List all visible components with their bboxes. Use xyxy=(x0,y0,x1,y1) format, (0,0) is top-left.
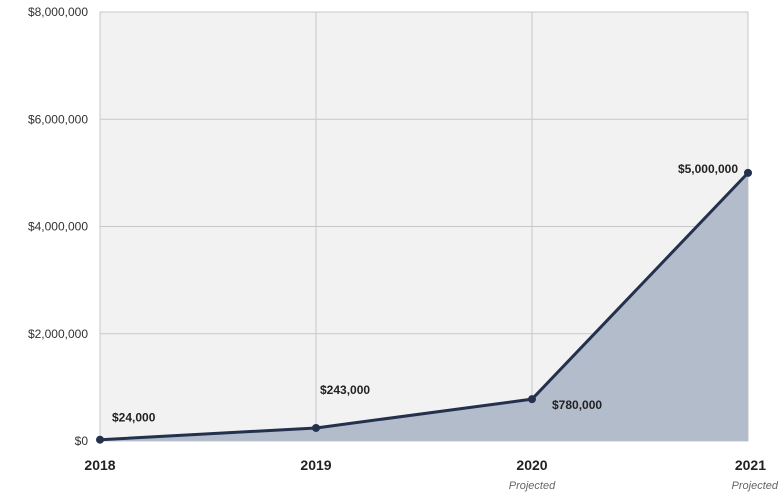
data-label: $5,000,000 xyxy=(678,162,738,176)
x-tick-label: 2019 xyxy=(300,457,331,473)
data-point-2020 xyxy=(528,395,536,404)
data-points xyxy=(96,168,752,444)
data-point-2021 xyxy=(744,168,752,177)
data-point-2018 xyxy=(96,435,104,444)
x-axis-ticks: 2018 2019 2020 Projected 2021 Projected xyxy=(84,457,778,492)
y-tick-label: $8,000,000 xyxy=(28,5,88,19)
x-tick-label: 2020 xyxy=(516,457,547,473)
y-tick-label: $2,000,000 xyxy=(28,327,88,341)
series-line xyxy=(99,171,750,442)
y-tick-label: $4,000,000 xyxy=(28,220,88,234)
data-point-2019 xyxy=(312,423,320,432)
data-label: $24,000 xyxy=(112,411,156,425)
x-tick-label: 2021 xyxy=(735,457,766,473)
y-tick-label: $6,000,000 xyxy=(28,112,88,126)
area-fill xyxy=(100,172,748,441)
y-tick-label: $0 xyxy=(75,434,89,448)
x-tick-note: Projected xyxy=(509,480,556,492)
data-labels: $24,000 $243,000 $780,000 $5,000,000 xyxy=(112,162,738,425)
x-tick-label: 2018 xyxy=(84,457,115,473)
y-axis-ticks: $0 $2,000,000 $4,000,000 $6,000,000 $8,000,0… xyxy=(28,5,88,448)
x-tick-note: Projected xyxy=(732,480,778,492)
data-label: $243,000 xyxy=(320,383,370,397)
data-label: $780,000 xyxy=(552,398,602,412)
